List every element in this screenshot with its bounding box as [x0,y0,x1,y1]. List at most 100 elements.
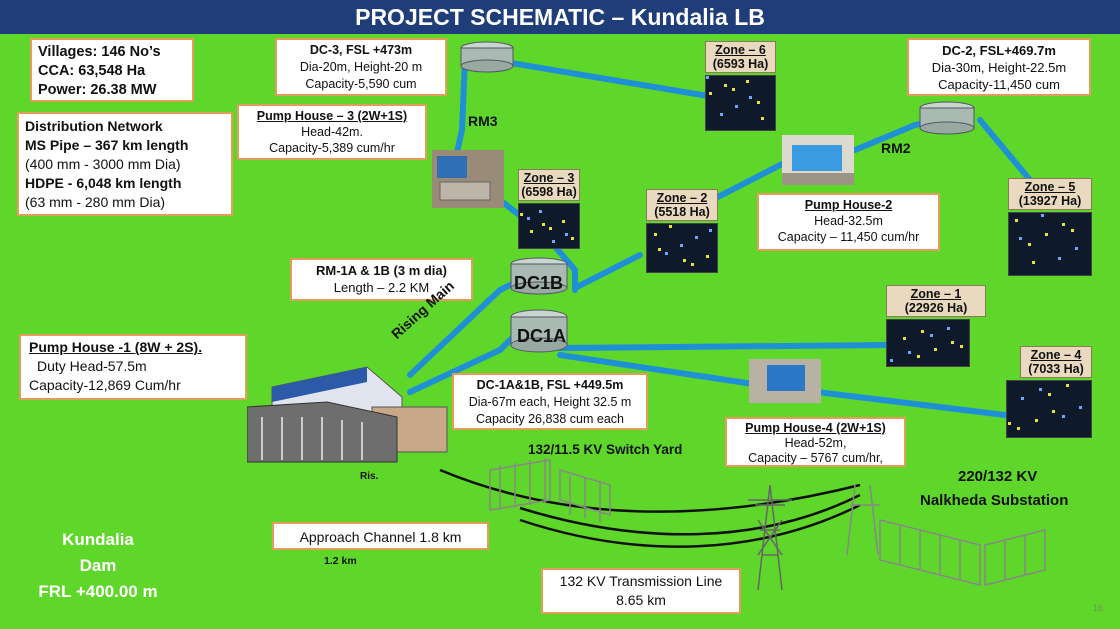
power-line-3 [519,503,861,548]
villages-text: Villages: 146 No’s [38,44,161,60]
zone-4: Zone – 4 (7033 Ha) [1006,346,1092,438]
map-marker [907,351,911,355]
transmission-length: 8.65 km [616,592,666,608]
zone-6: Zone – 6 (6593 Ha) [705,41,776,131]
ph3-head: Head-42m. [301,125,363,139]
zone-5-map [1008,212,1092,276]
pipe-zone2-ph2 [709,157,793,203]
map-marker [668,225,672,229]
zone-3-label: Zone – 3 (6598 Ha) [518,169,580,201]
transmission-text: 132 KV Transmission Line [559,573,723,589]
map-marker [916,355,920,359]
substation-structure [846,484,1046,586]
dc2-capacity: Capacity-11,450 cum [938,77,1060,92]
dc3-dims: Dia-20m, Height-20 m [299,60,423,74]
map-marker [749,95,753,99]
ph4-capacity: Capacity – 5767 cum/hr, [748,451,883,465]
ris-label: Ris. [360,471,379,482]
zone-2-label: Zone – 2 (5518 Ha) [646,189,718,221]
dc2-tank-icon [919,101,975,135]
dc3-title: DC-3, FSL +473m [309,43,413,57]
map-marker [539,209,543,213]
hdpe-dia: (63 mm - 280 mm Dia) [25,194,166,210]
map-marker [683,258,687,262]
map-marker [723,83,727,87]
dc1-title: DC-1A&1B, FSL +449.5m [476,378,624,392]
distribution-network-box: Distribution Network MS Pipe – 367 km le… [17,112,233,216]
rm1-title: RM-1A & 1B (3 m dia) [316,263,447,278]
map-marker [933,348,937,352]
map-marker [760,117,764,121]
ph2-head: Head-32.5m [814,214,883,228]
map-marker [665,251,669,255]
map-marker [1061,414,1065,418]
hdpe-text: HDPE - 6,048 km length [25,175,182,191]
zone-1-label: Zone – 1 (22926 Ha) [886,285,986,317]
map-marker [571,237,575,240]
transmission-line-box: 132 KV Transmission Line 8.65 km [541,568,741,614]
map-marker [1034,418,1038,422]
map-marker [1038,387,1042,391]
pump-house-4-image [749,359,821,403]
zone-3-name: Zone – 3 [523,171,575,185]
zone-5-area: (13927 Ha) [1018,194,1082,208]
dc3-tank-icon [460,41,514,73]
map-marker [542,222,546,226]
map-marker [1058,257,1062,261]
map-marker [526,216,530,220]
map-marker [561,219,565,223]
map-marker [1045,232,1049,236]
kundalia-dam-label: Kundalia Dam FRL +400.00 m [18,527,178,605]
map-marker [720,113,724,117]
map-marker [679,244,683,248]
dc1b-tank-icon [510,257,568,295]
zone-4-name: Zone – 4 [1030,348,1082,362]
power-line-2 [519,493,861,536]
zone-5-name: Zone – 5 [1024,180,1076,194]
ph3-name: Pump House – 3 (2W+1S) [256,109,408,123]
map-marker [654,233,657,237]
map-marker [1018,237,1022,241]
transmission-tower [748,484,792,591]
zone-1: Zone – 1 (22926 Ha) [886,285,986,367]
map-marker [1052,409,1056,413]
map-marker [694,236,698,240]
dc1a-label: DC1A [517,326,567,346]
map-marker [929,334,933,338]
map-marker [1040,214,1044,218]
map-marker [890,358,894,362]
ph4-head: Head-52m, [784,436,847,450]
pump-house-2-box: Pump House-2 Head-32.5m Capacity – 11,45… [757,193,940,251]
map-marker [1017,427,1021,431]
dc3-info-box: DC-3, FSL +473m Dia-20m, Height-20 m Cap… [275,38,447,96]
map-marker [746,79,750,83]
pump-house-1-image [247,366,448,463]
zone-1-area: (22926 Ha) [904,301,968,315]
ph2-name: Pump House-2 [804,198,893,212]
dc2-info-box: DC-2, FSL+469.7m Dia-30m, Height-22.5m C… [907,38,1091,96]
map-marker [1014,218,1018,222]
pump-house-4-box: Pump House-4 (2W+1S) Head-52m, Capacity … [725,417,906,467]
channel-km-label: 1.2 km [324,555,357,567]
network-heading: Distribution Network [25,118,163,134]
map-marker [1065,383,1069,387]
pipe-dc1b-zone2 [572,252,643,291]
page-number: 16 [1093,603,1104,613]
switch-yard-structure [489,458,611,522]
dam-frl: FRL +400.00 m [38,582,158,601]
zone-4-map [1006,380,1092,438]
zone-2-name: Zone – 2 [656,191,708,205]
dc1b-label: DC1B [514,273,564,293]
map-marker [920,330,924,334]
summary-box: Villages: 146 No’s CCA: 63,548 Ha Power:… [30,38,194,102]
ph2-capacity: Capacity – 11,450 cum/hr [777,230,920,244]
zone-6-area: (6593 Ha) [712,57,769,71]
zone-6-label: Zone – 6 (6593 Ha) [705,41,776,73]
ms-pipe-dia: (400 mm - 3000 mm Dia) [25,156,181,172]
pump-house-3-box: Pump House – 3 (2W+1S) Head-42m. Capacit… [237,104,427,160]
zone-6-name: Zone – 6 [715,43,766,57]
map-marker [1027,242,1031,246]
zone-1-name: Zone – 1 [910,287,962,301]
approach-channel-box: Approach Channel 1.8 km [272,522,489,550]
